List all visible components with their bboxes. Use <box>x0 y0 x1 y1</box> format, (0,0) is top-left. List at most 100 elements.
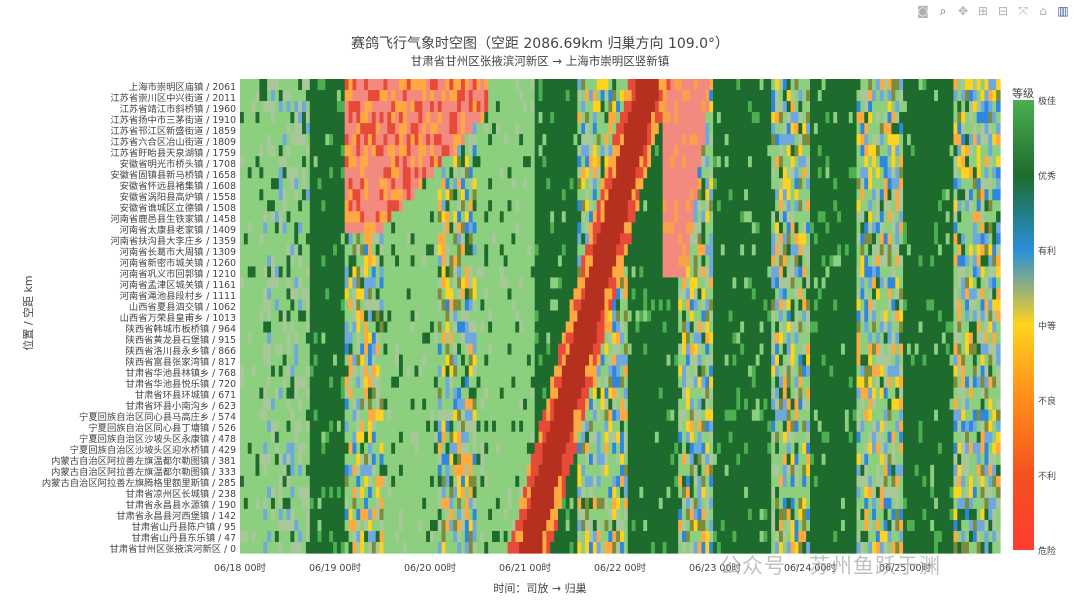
heatmap-cell[interactable] <box>433 354 439 367</box>
heatmap-cell[interactable] <box>647 112 652 124</box>
heatmap-cell[interactable] <box>422 145 427 157</box>
heatmap-cell[interactable] <box>682 145 687 157</box>
heatmap-cell[interactable] <box>309 299 315 312</box>
heatmap-cell[interactable] <box>267 541 272 554</box>
heatmap-cell[interactable] <box>507 123 513 135</box>
heatmap-cell[interactable] <box>484 112 489 124</box>
heatmap-cell[interactable] <box>523 409 528 422</box>
heatmap-cell[interactable] <box>596 541 602 554</box>
heatmap-cell[interactable] <box>565 519 571 532</box>
heatmap-cell[interactable] <box>635 486 640 499</box>
heatmap-cell[interactable] <box>325 464 330 477</box>
heatmap-cell[interactable] <box>627 508 633 521</box>
heatmap-cell[interactable] <box>507 519 513 532</box>
heatmap-cell[interactable] <box>565 156 571 168</box>
heatmap-cell[interactable] <box>298 123 303 135</box>
heatmap-cell[interactable] <box>375 387 381 400</box>
heatmap-cell[interactable] <box>430 134 435 146</box>
heatmap-cell[interactable] <box>484 343 489 356</box>
heatmap-cell[interactable] <box>286 387 292 400</box>
heatmap-cell[interactable] <box>573 288 578 301</box>
heatmap-cell[interactable] <box>666 332 672 345</box>
heatmap-cell[interactable] <box>329 79 334 91</box>
heatmap-cell[interactable] <box>278 200 284 212</box>
heatmap-cell[interactable] <box>472 200 478 212</box>
heatmap-cell[interactable] <box>329 508 334 521</box>
heatmap-cell[interactable] <box>305 530 311 543</box>
heatmap-cell[interactable] <box>457 112 462 124</box>
heatmap-cell[interactable] <box>290 387 295 400</box>
heatmap-cell[interactable] <box>511 376 516 389</box>
heatmap-cell[interactable] <box>534 200 540 212</box>
heatmap-cell[interactable] <box>557 475 563 488</box>
heatmap-cell[interactable] <box>391 508 396 521</box>
heatmap-cell[interactable] <box>263 233 268 245</box>
heatmap-cell[interactable] <box>600 453 606 466</box>
heatmap-cell[interactable] <box>461 90 466 102</box>
heatmap-cell[interactable] <box>383 475 388 488</box>
heatmap-cell[interactable] <box>631 321 637 334</box>
heatmap-cell[interactable] <box>240 156 245 168</box>
heatmap-cell[interactable] <box>592 508 598 521</box>
heatmap-cell[interactable] <box>534 310 540 323</box>
heatmap-cell[interactable] <box>274 420 280 433</box>
heatmap-cell[interactable] <box>383 497 388 510</box>
heatmap-cell[interactable] <box>608 189 613 201</box>
heatmap-cell[interactable] <box>426 541 431 554</box>
heatmap-cell[interactable] <box>519 211 524 223</box>
heatmap-cell[interactable] <box>387 200 392 212</box>
heatmap-cell[interactable] <box>674 277 679 290</box>
heatmap-cell[interactable] <box>526 453 532 466</box>
heatmap-cell[interactable] <box>654 112 660 124</box>
heatmap-cell[interactable] <box>255 189 260 201</box>
heatmap-cell[interactable] <box>387 343 392 356</box>
heatmap-cell[interactable] <box>457 123 462 135</box>
heatmap-cell[interactable] <box>371 497 377 510</box>
heatmap-cell[interactable] <box>418 178 423 190</box>
heatmap-cell[interactable] <box>352 365 357 378</box>
heatmap-cell[interactable] <box>410 178 416 190</box>
heatmap-cell[interactable] <box>286 189 292 201</box>
heatmap-cell[interactable] <box>484 321 489 334</box>
heatmap-cell[interactable] <box>294 101 299 113</box>
heatmap-cell[interactable] <box>678 475 683 488</box>
heatmap-cell[interactable] <box>317 222 323 234</box>
heatmap-cell[interactable] <box>627 167 633 179</box>
heatmap-cell[interactable] <box>581 541 586 554</box>
heatmap-cell[interactable] <box>430 310 435 323</box>
heatmap-cell[interactable] <box>441 343 447 356</box>
heatmap-cell[interactable] <box>398 299 404 312</box>
heatmap-cell[interactable] <box>340 420 346 433</box>
heatmap-cell[interactable] <box>430 464 435 477</box>
heatmap-cell[interactable] <box>519 156 524 168</box>
heatmap-cell[interactable] <box>329 255 334 267</box>
heatmap-cell[interactable] <box>507 475 513 488</box>
heatmap-cell[interactable] <box>534 508 540 521</box>
heatmap-cell[interactable] <box>395 343 400 356</box>
heatmap-cell[interactable] <box>588 365 594 378</box>
heatmap-cell[interactable] <box>348 475 354 488</box>
heatmap-cell[interactable] <box>271 101 276 113</box>
heatmap-cell[interactable] <box>240 145 245 157</box>
heatmap-cell[interactable] <box>674 145 679 157</box>
heatmap-cell[interactable] <box>561 398 567 411</box>
heatmap-cell[interactable] <box>604 123 609 135</box>
heatmap-cell[interactable] <box>356 145 361 157</box>
heatmap-cell[interactable] <box>538 464 544 477</box>
heatmap-cell[interactable] <box>391 486 396 499</box>
heatmap-cell[interactable] <box>344 376 350 389</box>
heatmap-cell[interactable] <box>503 519 509 532</box>
heatmap-cell[interactable] <box>367 442 373 455</box>
heatmap-cell[interactable] <box>348 310 354 323</box>
heatmap-cell[interactable] <box>433 530 439 543</box>
heatmap-cell[interactable] <box>422 266 427 279</box>
heatmap-cell[interactable] <box>643 244 648 256</box>
heatmap-cell[interactable] <box>375 189 381 201</box>
heatmap-cell[interactable] <box>453 376 458 389</box>
heatmap-cell[interactable] <box>360 354 365 367</box>
heatmap-cell[interactable] <box>585 497 590 510</box>
heatmap-cell[interactable] <box>678 310 683 323</box>
heatmap-cell[interactable] <box>263 541 268 554</box>
heatmap-cell[interactable] <box>402 420 408 433</box>
heatmap-cell[interactable] <box>542 134 547 146</box>
